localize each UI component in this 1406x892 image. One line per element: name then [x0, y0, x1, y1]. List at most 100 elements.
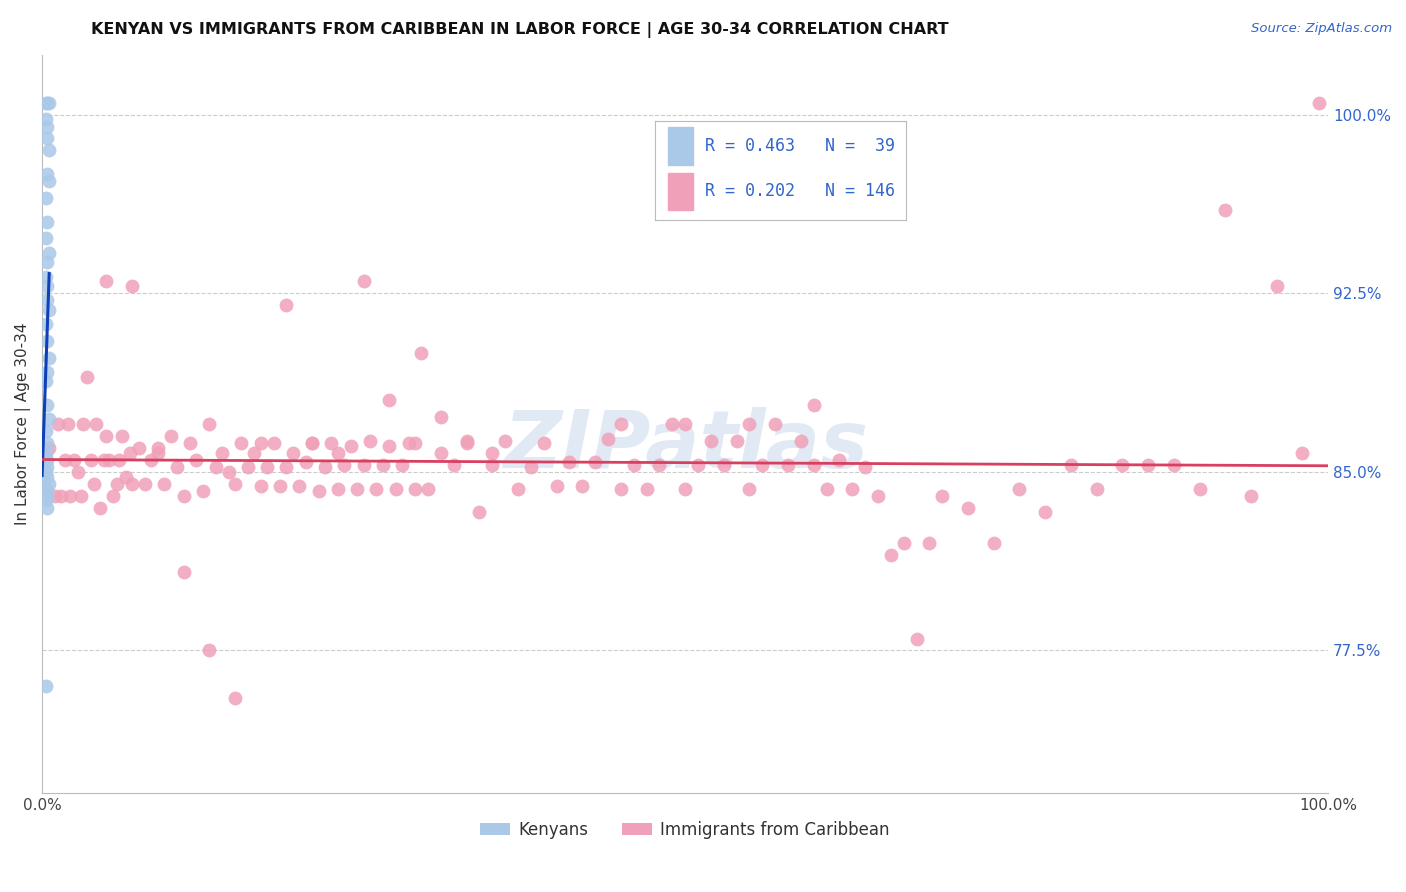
Point — [346, 482, 368, 496]
Point — [673, 417, 696, 432]
Point — [713, 458, 735, 472]
Point — [118, 446, 141, 460]
Point — [308, 483, 330, 498]
Point — [231, 436, 253, 450]
Point — [880, 548, 903, 562]
Point — [1240, 489, 1263, 503]
Point — [866, 489, 889, 503]
Point — [35, 317, 58, 331]
Point — [37, 489, 59, 503]
Point — [803, 458, 825, 472]
Point — [378, 393, 401, 408]
Point — [37, 131, 59, 145]
Point — [204, 460, 226, 475]
Point — [281, 446, 304, 460]
Point — [186, 453, 208, 467]
Point — [546, 479, 568, 493]
Point — [1265, 279, 1288, 293]
Point — [468, 505, 491, 519]
Point — [301, 436, 323, 450]
Point — [44, 489, 66, 503]
Point — [249, 436, 271, 450]
Point — [520, 460, 543, 475]
Point — [59, 489, 82, 503]
Point — [72, 417, 94, 432]
Point — [738, 482, 761, 496]
Point — [236, 460, 259, 475]
Point — [314, 460, 336, 475]
Point — [111, 429, 134, 443]
Point — [211, 446, 233, 460]
Point — [35, 375, 58, 389]
Point — [776, 458, 799, 472]
Point — [105, 476, 128, 491]
Point — [416, 482, 439, 496]
Point — [37, 255, 59, 269]
Point — [1213, 202, 1236, 217]
Point — [333, 458, 356, 472]
Point — [37, 95, 59, 110]
Point — [288, 479, 311, 493]
Point — [686, 458, 709, 472]
Legend: Kenyans, Immigrants from Caribbean: Kenyans, Immigrants from Caribbean — [474, 814, 897, 846]
Point — [301, 436, 323, 450]
Point — [294, 455, 316, 469]
Point — [1308, 95, 1330, 110]
Point — [263, 436, 285, 450]
Point — [96, 274, 118, 288]
Point — [815, 482, 838, 496]
Text: R = 0.463   N =  39: R = 0.463 N = 39 — [706, 136, 896, 154]
Point — [918, 536, 941, 550]
Point — [37, 279, 59, 293]
Point — [636, 482, 658, 496]
Point — [37, 460, 59, 475]
Point — [623, 458, 645, 472]
Point — [443, 458, 465, 472]
Point — [198, 643, 221, 657]
Point — [429, 410, 451, 425]
Point — [359, 434, 381, 448]
Point — [828, 453, 851, 467]
Point — [596, 432, 619, 446]
Point — [571, 479, 593, 493]
Point — [38, 302, 60, 317]
Point — [38, 412, 60, 426]
Point — [276, 460, 298, 475]
Point — [80, 453, 103, 467]
Point — [321, 436, 343, 450]
Point — [35, 191, 58, 205]
Point — [83, 476, 105, 491]
Point — [1008, 482, 1031, 496]
Point — [37, 365, 59, 379]
Point — [179, 436, 201, 450]
Point — [37, 398, 59, 412]
Point — [37, 120, 59, 134]
Point — [173, 489, 195, 503]
Point — [371, 458, 394, 472]
Point — [35, 679, 58, 693]
Point — [763, 417, 786, 432]
Point — [1033, 505, 1056, 519]
Point — [1137, 458, 1160, 472]
Point — [494, 434, 516, 448]
Point — [249, 479, 271, 493]
Point — [218, 465, 240, 479]
Point — [153, 476, 176, 491]
Point — [37, 334, 59, 348]
Point — [558, 455, 581, 469]
Point — [700, 434, 723, 448]
Point — [84, 417, 107, 432]
Point — [353, 458, 375, 472]
Point — [456, 436, 478, 450]
Point — [38, 476, 60, 491]
Point — [803, 398, 825, 412]
Point — [98, 453, 121, 467]
Point — [931, 489, 953, 503]
Point — [96, 429, 118, 443]
Point — [191, 483, 214, 498]
Point — [121, 476, 143, 491]
Point — [146, 446, 169, 460]
Point — [673, 482, 696, 496]
Point — [35, 446, 58, 460]
Point — [353, 274, 375, 288]
